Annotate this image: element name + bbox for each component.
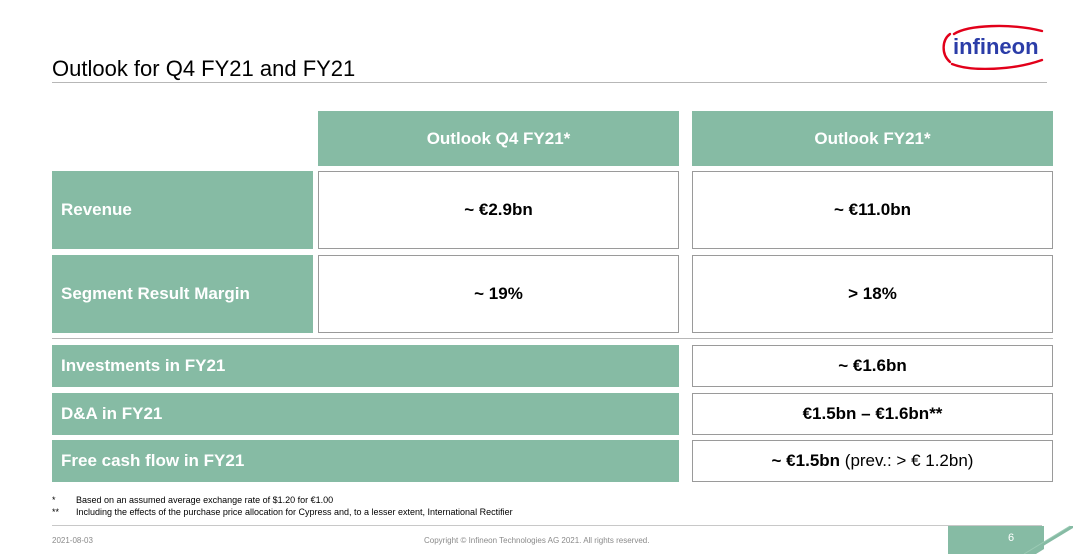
page-number-badge [948,525,1073,554]
row-label-segment-result-margin: Segment Result Margin [52,255,313,333]
footnote-2: ** Including the effects of the purchase … [52,507,513,517]
cell-investments-value: ~ €1.6bn [838,356,907,375]
row-label-revenue: Revenue [52,171,313,249]
footnote-2-text: Including the effects of the purchase pr… [76,507,513,517]
row-label-investments: Investments in FY21 [52,345,679,387]
row-label-free-cash-flow: Free cash flow in FY21 [52,440,679,482]
logo-text: infineon [953,34,1039,59]
cell-margin-fy-value: > 18% [848,284,897,303]
cell-free-cash-flow-fy: ~ €1.5bn (prev.: > € 1.2bn) [692,440,1053,482]
footer-divider [52,525,1042,526]
cell-free-cash-flow-value: ~ €1.5bn [771,451,841,470]
footer-copyright: Copyright © Infineon Technologies AG 202… [424,536,650,545]
section-divider [52,338,1053,339]
footer-date: 2021-08-03 [52,536,93,545]
cell-d-and-a-value: €1.5bn – €1.6bn** [802,404,943,423]
footnote-1-text: Based on an assumed average exchange rat… [76,495,334,505]
footnote-1-mark: * [52,495,56,505]
footnote-1: * Based on an assumed average exchange ra… [52,495,333,505]
cell-revenue-q4: ~ €2.9bn [318,171,679,249]
cell-revenue-fy: ~ €11.0bn [692,171,1053,249]
cell-revenue-q4-value: ~ €2.9bn [464,200,533,219]
title-divider [52,82,1047,83]
cell-revenue-fy-value: ~ €11.0bn [833,200,912,219]
cell-free-cash-flow-note: (prev.: > € 1.2bn) [844,451,974,470]
row-label-d-and-a: D&A in FY21 [52,393,679,435]
cell-d-and-a-fy: €1.5bn – €1.6bn** [692,393,1053,435]
column-header-fy: Outlook FY21* [692,111,1053,166]
cell-margin-q4: ~ 19% [318,255,679,333]
footnote-2-mark: ** [52,507,60,517]
cell-margin-q4-value: ~ 19% [474,284,523,303]
cell-margin-fy: > 18% [692,255,1053,333]
page-title: Outlook for Q4 FY21 and FY21 [52,56,356,81]
column-header-q4: Outlook Q4 FY21* [318,111,679,166]
page-number: 6 [1007,532,1015,544]
cell-investments-fy: ~ €1.6bn [692,345,1053,387]
infineon-logo: infineon [942,24,1044,70]
